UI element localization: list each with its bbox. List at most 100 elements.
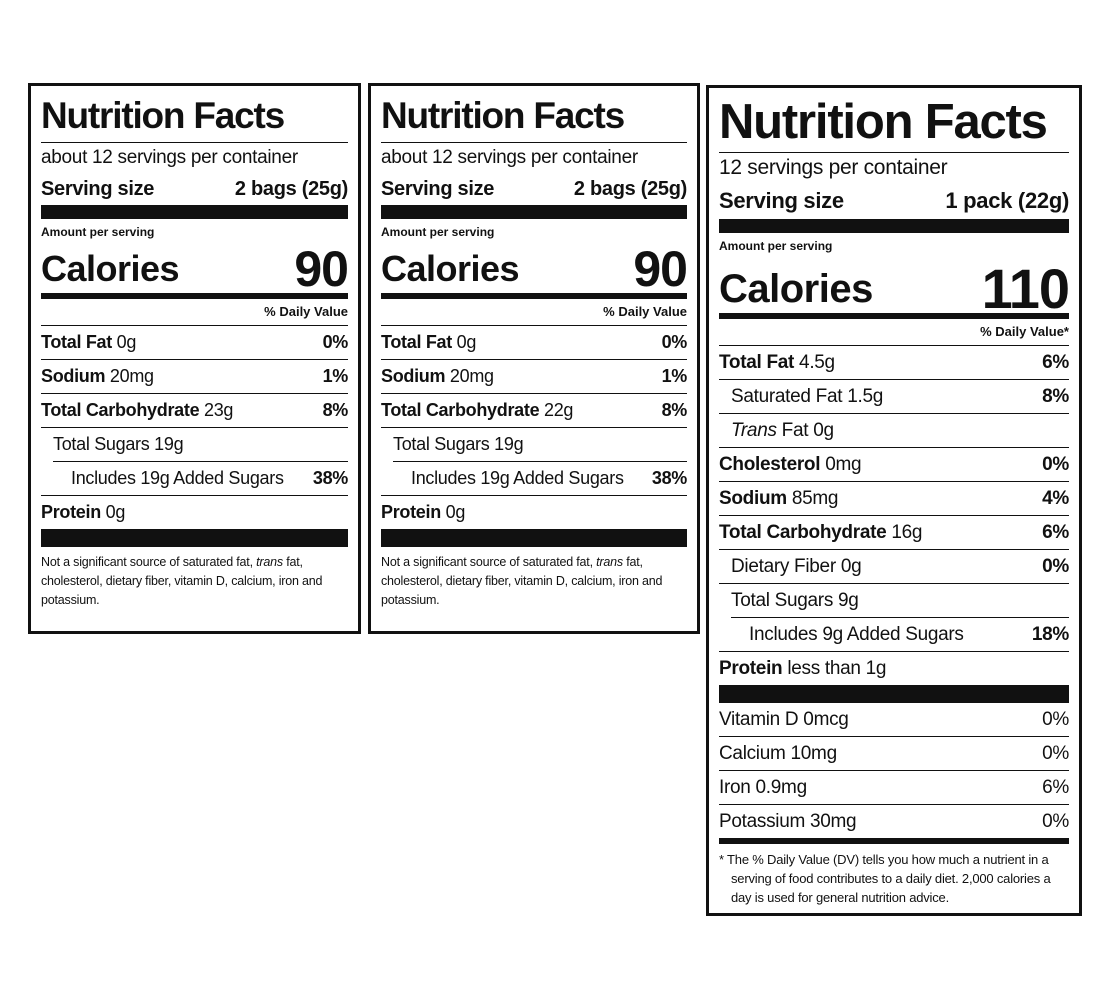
nutrient-amount: 20mg xyxy=(449,366,494,386)
nutrient: Total Sugars 9g xyxy=(731,584,859,617)
nutrient: Total Fat 0g xyxy=(381,326,476,359)
nutrient: Protein less than 1g xyxy=(719,652,887,685)
nutrient-amount: 0.9mg xyxy=(755,777,808,798)
nutrient-name: Total Sugars xyxy=(53,434,150,454)
daily-value: 1% xyxy=(322,366,349,386)
nutrient-name: Total Carbohydrate xyxy=(41,400,200,420)
nutrient: Total Sugars 19g xyxy=(53,428,184,461)
nutrient-name: Total Fat xyxy=(719,352,795,373)
nutrient-row: Includes 19g Added Sugars 38% xyxy=(393,461,687,495)
nutrient-name: Potassium xyxy=(719,811,806,832)
medium-bar xyxy=(719,313,1069,319)
nutrient: Total Carbohydrate 16g xyxy=(719,516,922,549)
nutrient: Iron 0.9mg xyxy=(719,771,807,804)
nutrient-name: Protein xyxy=(381,502,441,522)
serving-size-value: 2 bags (25g) xyxy=(234,178,348,200)
nutrient-name: Calcium xyxy=(719,743,786,764)
nutrient-row: Total Carbohydrate 23g 8% xyxy=(41,393,348,427)
nutrient-name-italic: Trans xyxy=(731,420,777,441)
nutrient: Trans Fat 0g xyxy=(731,414,834,447)
nutrient-row: Calcium 10mg 0% xyxy=(719,736,1069,770)
nutrient-row: Total Sugars 19g xyxy=(41,427,348,461)
nutrient-row: Total Fat 4.5g 6% xyxy=(719,345,1069,379)
calories-label: Calories xyxy=(41,248,180,289)
nutrient: Total Carbohydrate 22g xyxy=(381,394,573,427)
nutrient-name: Vitamin D xyxy=(719,709,799,730)
nutrient-row: Saturated Fat 1.5g 8% xyxy=(719,379,1069,413)
nutrient-row: Total Carbohydrate 16g 6% xyxy=(719,515,1069,549)
nutrient-amount: 10mg xyxy=(790,743,838,764)
daily-value: 38% xyxy=(651,468,687,488)
thick-bar xyxy=(381,205,687,219)
nutrient-amount: 23g xyxy=(204,400,234,420)
daily-value: 6% xyxy=(1042,777,1069,798)
daily-value-header: % Daily Value* xyxy=(980,324,1069,339)
nutrient-name: Cholesterol xyxy=(719,454,821,475)
calories-label: Calories xyxy=(381,248,520,289)
daily-value: 0% xyxy=(322,332,349,352)
daily-value: 0% xyxy=(1042,556,1069,577)
nutrient-row: Sodium 20mg 1% xyxy=(381,359,687,393)
serving-size-value: 2 bags (25g) xyxy=(573,178,687,200)
servings: about 12 servings per container xyxy=(381,147,638,168)
nutrient: Protein 0g xyxy=(381,496,465,529)
nutrient-name: Includes 9g Added Sugars xyxy=(749,624,964,645)
daily-value: 38% xyxy=(312,468,348,488)
nutrient: Total Fat 0g xyxy=(41,326,136,359)
nutrient-amount: 0g xyxy=(813,420,834,441)
calories: Calories 110 xyxy=(719,255,1070,320)
nutrient-name: Includes 19g Added Sugars xyxy=(71,468,284,488)
medium-bar xyxy=(381,293,687,299)
nutrient-row: Iron 0.9mg 6% xyxy=(719,770,1069,804)
nutrition-label: Nutrition Facts about 12 servings per con… xyxy=(28,83,361,634)
thick-bar xyxy=(719,219,1069,233)
nutrient-name: Protein xyxy=(719,658,783,679)
serving-size: Serving size 2 bags (25g) xyxy=(381,173,687,205)
nutrient: Total Fat 4.5g xyxy=(719,346,835,379)
nutrient-name: Total Fat xyxy=(41,332,112,352)
nutrient: Total Carbohydrate 23g xyxy=(41,394,233,427)
nutrient-amount: 1.5g xyxy=(847,386,883,407)
daily-value-header: % Daily Value xyxy=(603,304,687,319)
nutrient-amount: 9g xyxy=(838,590,859,611)
nutrient-name: Sodium xyxy=(41,366,106,386)
footnote-text: Not a significant source of saturated fa… xyxy=(381,555,593,569)
nutrient-amount: 0mcg xyxy=(803,709,849,730)
daily-value: 8% xyxy=(1042,386,1069,407)
nutrient-row: Potassium 30mg 0% xyxy=(719,804,1069,838)
nutrient: Protein 0g xyxy=(41,496,125,529)
nutrient: Sodium 20mg xyxy=(41,360,154,393)
medium-bar xyxy=(41,293,348,299)
footnote-marker: * xyxy=(719,852,724,867)
nutrient: Includes 9g Added Sugars xyxy=(749,618,964,651)
nutrient-row: Total Fat 0g 0% xyxy=(381,325,687,359)
nutrient: Calcium 10mg xyxy=(719,737,837,770)
nutrient: Vitamin D 0mcg xyxy=(719,703,849,736)
calories-value: 110 xyxy=(981,257,1070,320)
nutrient-amount: 20mg xyxy=(109,366,154,386)
nutrient-amount: 19g xyxy=(494,434,524,454)
nutrient-amount: 0g xyxy=(456,332,477,352)
nutrient-amount: 0g xyxy=(840,556,862,577)
nutrient-amount: 0g xyxy=(445,502,466,522)
thick-bar xyxy=(381,529,687,547)
serving-size: Serving size 1 pack (22g) xyxy=(719,183,1069,219)
nutrient: Potassium 30mg xyxy=(719,805,857,838)
nutrient: Sodium 85mg xyxy=(719,482,838,515)
nutrient-row: Sodium 85mg 4% xyxy=(719,481,1069,515)
serving-size: Serving size 2 bags (25g) xyxy=(41,173,348,205)
daily-value: 0% xyxy=(1042,709,1069,730)
nutrient-amount: 16g xyxy=(891,522,923,543)
nutrient-amount: 0g xyxy=(105,502,126,522)
nutrient-row: Trans Fat 0g xyxy=(719,413,1069,447)
nutrient-row: Total Carbohydrate 22g 8% xyxy=(381,393,687,427)
serving-size-label: Serving size xyxy=(41,178,155,200)
calories-value: 90 xyxy=(633,241,688,297)
nutrient-amount: 4.5g xyxy=(799,352,835,373)
nutrient: Saturated Fat 1.5g xyxy=(731,380,883,413)
thick-bar xyxy=(41,529,348,547)
nutrient-name: Sodium xyxy=(381,366,446,386)
nutrient-name: Protein xyxy=(41,502,101,522)
nutrient-row: Total Fat 0g 0% xyxy=(41,325,348,359)
nutrient-amount: less than 1g xyxy=(787,658,887,679)
